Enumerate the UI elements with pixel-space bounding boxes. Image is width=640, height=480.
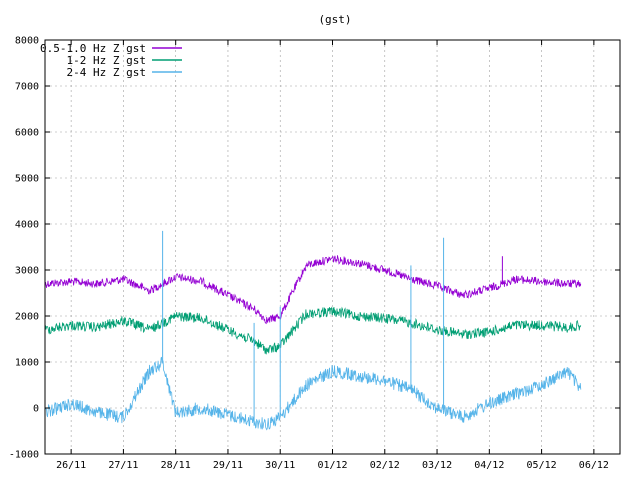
legend-label: 2-4 Hz Z gst (67, 66, 146, 79)
x-tick-label: 30/11 (265, 460, 295, 471)
y-tick-label: 7000 (15, 82, 39, 93)
x-tick-label: 02/12 (370, 460, 400, 471)
y-tick-label: 6000 (15, 128, 39, 139)
x-tick-label: 04/12 (474, 460, 504, 471)
y-tick-label: 8000 (15, 36, 39, 47)
legend-label: 1-2 Hz Z gst (67, 54, 146, 67)
y-tick-label: 0 (33, 404, 39, 415)
series-group (44, 230, 582, 431)
legend-label: 0.5-1.0 Hz Z gst (40, 42, 146, 55)
chart-title: (gst) (318, 13, 351, 26)
x-tick-label: 05/12 (527, 460, 557, 471)
y-tick-label: 2000 (15, 312, 39, 323)
y-tick-label: 1000 (15, 358, 39, 369)
x-axis: 26/11 27/11 28/11 29/11 30/11 01/12 02/12 03/12… (56, 40, 609, 471)
series-line-1 (44, 306, 582, 355)
x-tick-label: 26/11 (56, 460, 86, 471)
x-tick-label: 27/11 (108, 460, 138, 471)
y-tick-label: 4000 (15, 220, 39, 231)
x-tick-label: 06/12 (579, 460, 609, 471)
y-tick-label: 3000 (15, 266, 39, 277)
y-tick-label: -1000 (9, 450, 39, 461)
y-axis: -1000 0 1000 2000 3000 4000 5000 6000 7000 8000 (9, 36, 620, 461)
series-line-0 (44, 255, 582, 325)
x-tick-label: 29/11 (213, 460, 243, 471)
series-line-2 (44, 356, 582, 431)
x-tick-label: 01/12 (317, 460, 347, 471)
x-tick-label: 28/11 (161, 460, 191, 471)
grid (45, 40, 620, 454)
x-tick-label: 03/12 (422, 460, 452, 471)
y-tick-label: 5000 (15, 174, 39, 185)
